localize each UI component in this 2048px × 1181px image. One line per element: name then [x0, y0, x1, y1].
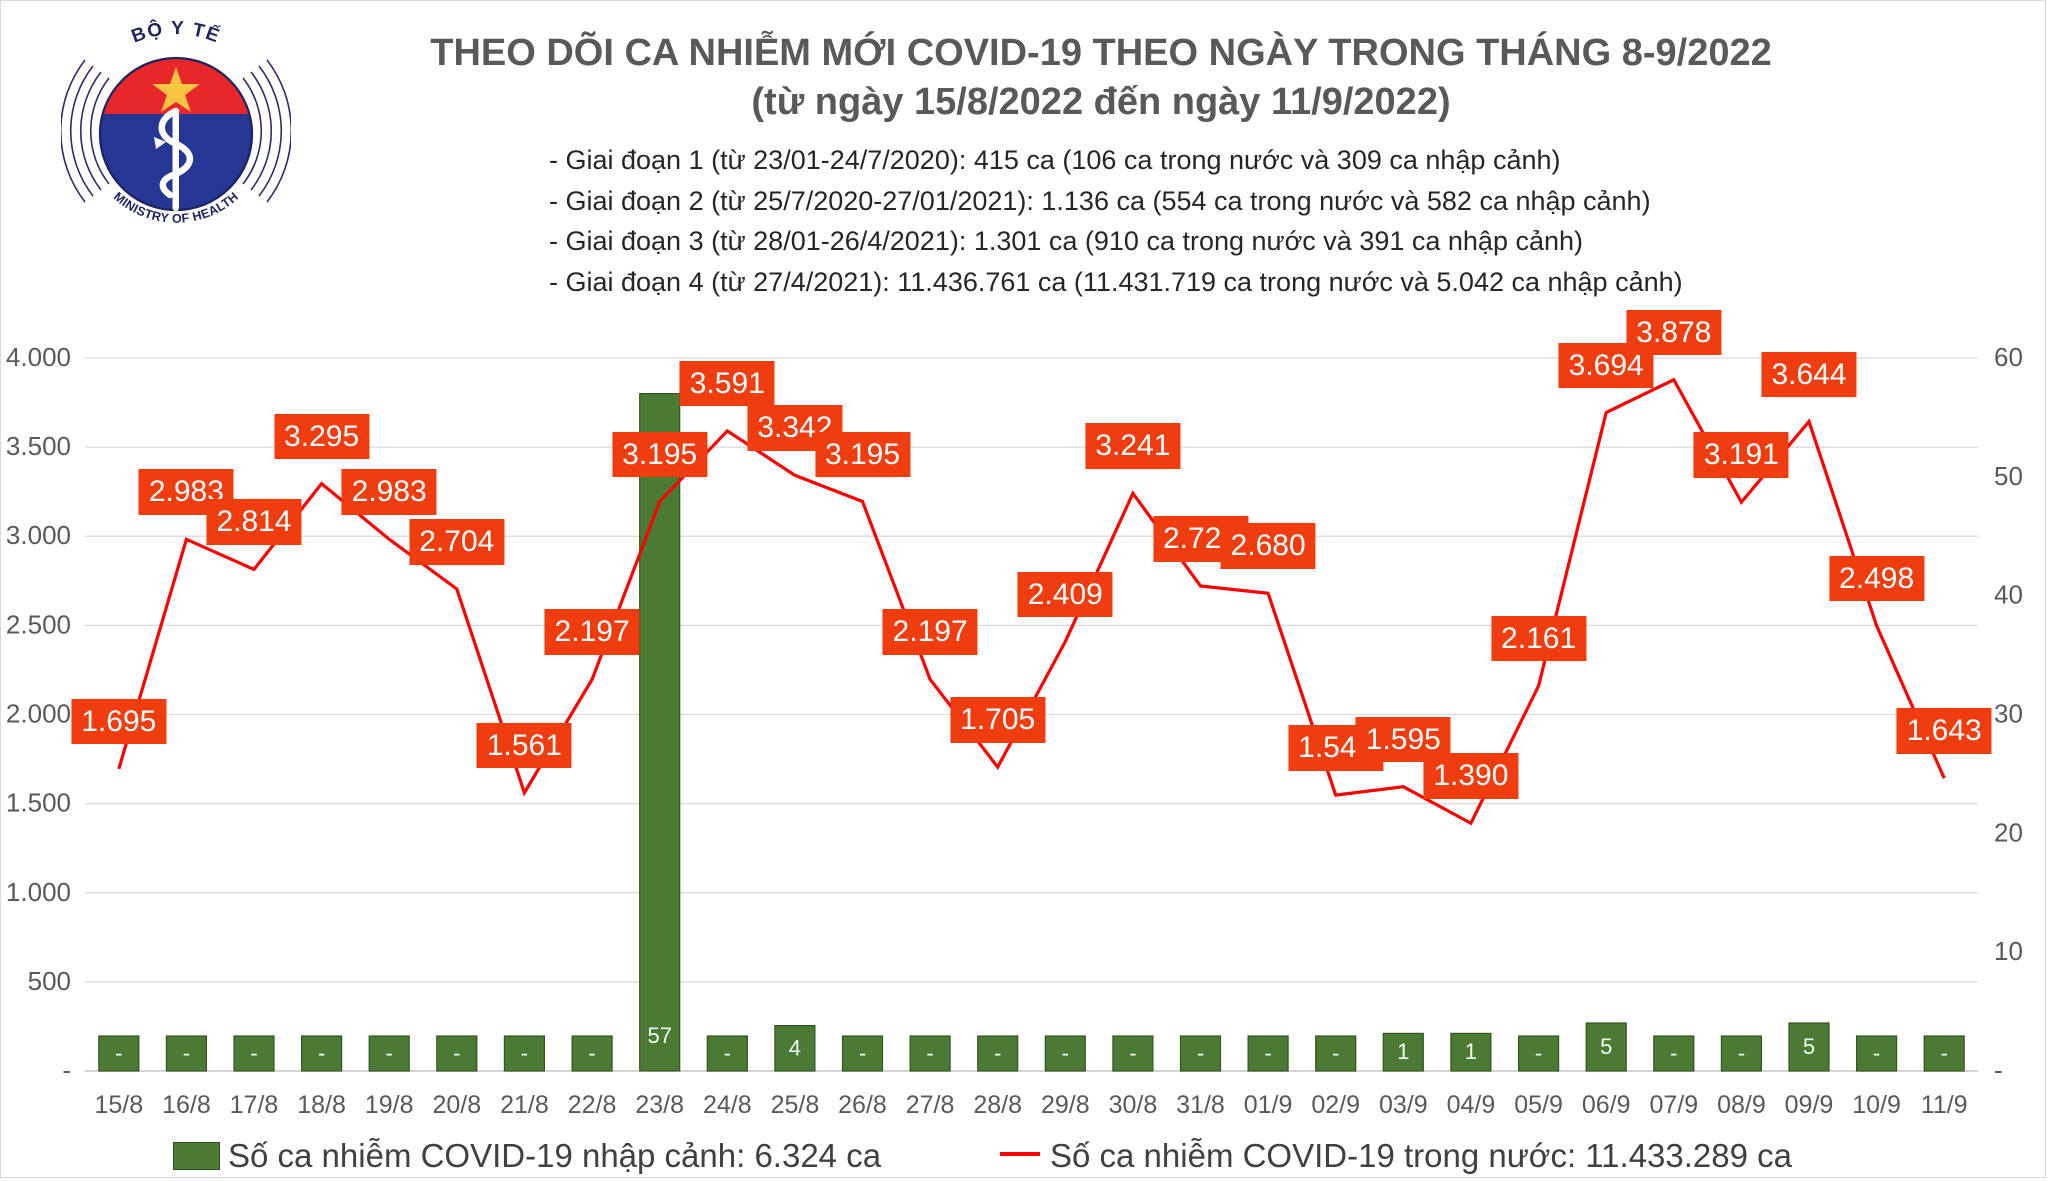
- svg-text:-: -: [926, 1041, 933, 1066]
- svg-text:-: -: [1264, 1041, 1271, 1066]
- svg-text:-: -: [1994, 1055, 2003, 1085]
- svg-text:11/9: 11/9: [1921, 1091, 1968, 1119]
- svg-text:5: 5: [1803, 1034, 1815, 1059]
- svg-text:08/9: 08/9: [1717, 1091, 1766, 1119]
- svg-text:4: 4: [789, 1035, 801, 1060]
- svg-text:20: 20: [1994, 817, 2023, 847]
- svg-text:60: 60: [1994, 342, 2023, 372]
- svg-text:-: -: [994, 1041, 1001, 1066]
- svg-text:-: -: [115, 1041, 122, 1066]
- svg-text:22/8: 22/8: [568, 1091, 617, 1119]
- svg-text:-: -: [1738, 1041, 1745, 1066]
- svg-text:25/8: 25/8: [771, 1091, 820, 1119]
- svg-text:50: 50: [1994, 461, 2023, 491]
- svg-text:17/8: 17/8: [230, 1091, 279, 1119]
- svg-text:02/9: 02/9: [1311, 1091, 1360, 1119]
- svg-text:3.000: 3.000: [6, 520, 71, 550]
- svg-text:-: -: [724, 1041, 731, 1066]
- svg-text:10: 10: [1994, 936, 2023, 966]
- svg-text:500: 500: [28, 966, 71, 996]
- svg-text:-: -: [1670, 1041, 1677, 1066]
- svg-text:57: 57: [647, 1023, 671, 1048]
- svg-text:30/8: 30/8: [1109, 1091, 1158, 1119]
- svg-text:-: -: [386, 1041, 393, 1066]
- svg-text:06/9: 06/9: [1582, 1091, 1631, 1119]
- svg-text:1.500: 1.500: [6, 788, 71, 818]
- svg-text:-: -: [62, 1055, 71, 1085]
- svg-text:1.000: 1.000: [6, 877, 71, 907]
- svg-text:-: -: [1873, 1041, 1880, 1066]
- svg-text:40: 40: [1994, 580, 2023, 610]
- svg-text:-: -: [318, 1041, 325, 1066]
- svg-text:2.000: 2.000: [6, 699, 71, 729]
- svg-text:1: 1: [1465, 1039, 1477, 1064]
- svg-text:03/9: 03/9: [1379, 1091, 1428, 1119]
- svg-text:-: -: [1535, 1041, 1542, 1066]
- svg-text:30: 30: [1994, 699, 2023, 729]
- svg-text:05/9: 05/9: [1514, 1091, 1563, 1119]
- svg-text:-: -: [1129, 1041, 1136, 1066]
- svg-text:2.500: 2.500: [6, 609, 71, 639]
- svg-text:-: -: [1062, 1041, 1069, 1066]
- svg-text:-: -: [1332, 1041, 1339, 1066]
- svg-text:-: -: [521, 1041, 528, 1066]
- svg-text:-: -: [250, 1041, 257, 1066]
- svg-text:-: -: [453, 1041, 460, 1066]
- svg-text:-: -: [183, 1041, 190, 1066]
- svg-text:-: -: [859, 1041, 866, 1066]
- svg-text:31/8: 31/8: [1176, 1091, 1225, 1119]
- svg-text:01/9: 01/9: [1244, 1091, 1293, 1119]
- svg-text:20/8: 20/8: [432, 1091, 481, 1119]
- svg-text:23/8: 23/8: [635, 1091, 684, 1119]
- svg-text:28/8: 28/8: [973, 1091, 1022, 1119]
- svg-text:16/8: 16/8: [162, 1091, 211, 1119]
- svg-text:1: 1: [1397, 1039, 1409, 1064]
- svg-text:19/8: 19/8: [365, 1091, 414, 1119]
- svg-text:09/9: 09/9: [1785, 1091, 1834, 1119]
- svg-text:10/9: 10/9: [1852, 1091, 1901, 1119]
- svg-text:5: 5: [1600, 1034, 1612, 1059]
- svg-text:15/8: 15/8: [94, 1091, 143, 1119]
- svg-text:27/8: 27/8: [906, 1091, 955, 1119]
- svg-text:3.500: 3.500: [6, 431, 71, 461]
- svg-text:26/8: 26/8: [838, 1091, 887, 1119]
- svg-text:4.000: 4.000: [6, 342, 71, 372]
- svg-text:18/8: 18/8: [297, 1091, 346, 1119]
- svg-text:-: -: [588, 1041, 595, 1066]
- svg-text:07/9: 07/9: [1649, 1091, 1698, 1119]
- svg-text:-: -: [1197, 1041, 1204, 1066]
- svg-text:04/9: 04/9: [1447, 1091, 1496, 1119]
- svg-text:-: -: [1941, 1041, 1948, 1066]
- svg-text:29/8: 29/8: [1041, 1091, 1090, 1119]
- svg-text:21/8: 21/8: [500, 1091, 549, 1119]
- svg-text:24/8: 24/8: [703, 1091, 752, 1119]
